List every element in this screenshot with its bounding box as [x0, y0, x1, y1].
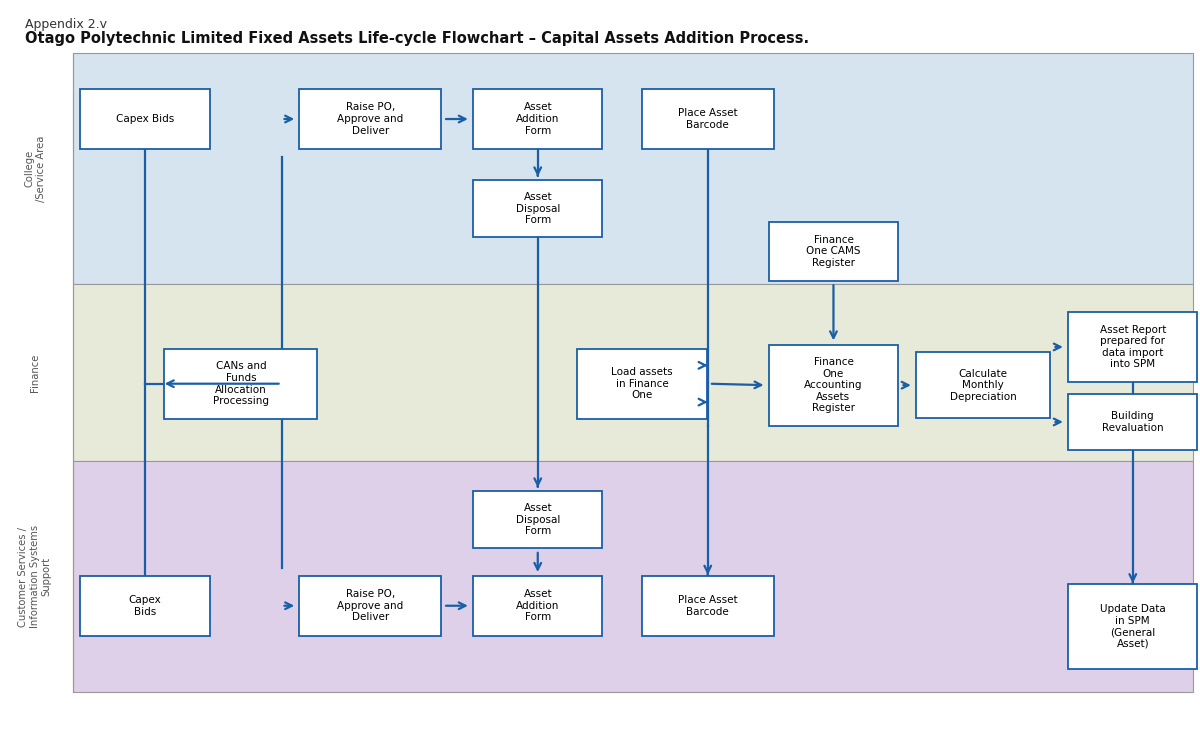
Text: Load assets
in Finance
One: Load assets in Finance One	[611, 367, 673, 400]
Text: College
/Service Area: College /Service Area	[24, 136, 46, 201]
FancyBboxPatch shape	[769, 345, 898, 426]
Text: Asset
Addition
Form: Asset Addition Form	[516, 589, 559, 622]
FancyBboxPatch shape	[164, 349, 318, 418]
FancyBboxPatch shape	[1068, 584, 1198, 669]
FancyBboxPatch shape	[73, 284, 1193, 461]
Text: Raise PO,
Approve and
Deliver: Raise PO, Approve and Deliver	[337, 103, 403, 136]
Text: Capex
Bids: Capex Bids	[128, 595, 162, 616]
Text: Asset
Addition
Form: Asset Addition Form	[516, 103, 559, 136]
FancyBboxPatch shape	[300, 89, 440, 149]
FancyBboxPatch shape	[80, 89, 210, 149]
Text: Update Data
in SPM
(General
Asset): Update Data in SPM (General Asset)	[1100, 604, 1165, 649]
Text: Asset
Disposal
Form: Asset Disposal Form	[516, 192, 560, 225]
Text: Customer Services /
Information Systems
Support: Customer Services / Information Systems …	[18, 525, 52, 628]
FancyBboxPatch shape	[642, 89, 774, 149]
FancyBboxPatch shape	[473, 180, 602, 238]
Text: CANs and
Funds
Allocation
Processing: CANs and Funds Allocation Processing	[212, 362, 269, 406]
Text: Raise PO,
Approve and
Deliver: Raise PO, Approve and Deliver	[337, 589, 403, 622]
Text: Asset Report
prepared for
data import
into SPM: Asset Report prepared for data import in…	[1099, 325, 1166, 369]
Text: Calculate
Monthly
Depreciation: Calculate Monthly Depreciation	[949, 368, 1016, 401]
FancyBboxPatch shape	[73, 461, 1193, 692]
Text: Building
Revaluation: Building Revaluation	[1102, 411, 1164, 432]
Text: Finance: Finance	[30, 354, 40, 392]
FancyBboxPatch shape	[642, 576, 774, 636]
Text: Place Asset
Barcode: Place Asset Barcode	[678, 108, 738, 130]
FancyBboxPatch shape	[577, 349, 707, 418]
Text: Asset
Disposal
Form: Asset Disposal Form	[516, 503, 560, 537]
FancyBboxPatch shape	[916, 352, 1050, 418]
FancyBboxPatch shape	[473, 89, 602, 149]
FancyBboxPatch shape	[300, 576, 440, 636]
FancyBboxPatch shape	[1068, 394, 1198, 449]
Text: Otago Polytechnic Limited Fixed Assets Life-cycle Flowchart – Capital Assets Add: Otago Polytechnic Limited Fixed Assets L…	[25, 31, 810, 46]
FancyBboxPatch shape	[1068, 312, 1198, 382]
FancyBboxPatch shape	[473, 491, 602, 548]
Text: Finance
One CAMS
Register: Finance One CAMS Register	[806, 235, 860, 268]
Text: Place Asset
Barcode: Place Asset Barcode	[678, 595, 738, 616]
Text: Appendix 2.v: Appendix 2.v	[25, 18, 107, 30]
FancyBboxPatch shape	[80, 576, 210, 636]
Text: Capex Bids: Capex Bids	[116, 114, 174, 124]
FancyBboxPatch shape	[769, 222, 898, 280]
FancyBboxPatch shape	[73, 53, 1193, 284]
Text: Finance
One
Accounting
Assets
Register: Finance One Accounting Assets Register	[804, 357, 863, 413]
FancyBboxPatch shape	[473, 576, 602, 636]
